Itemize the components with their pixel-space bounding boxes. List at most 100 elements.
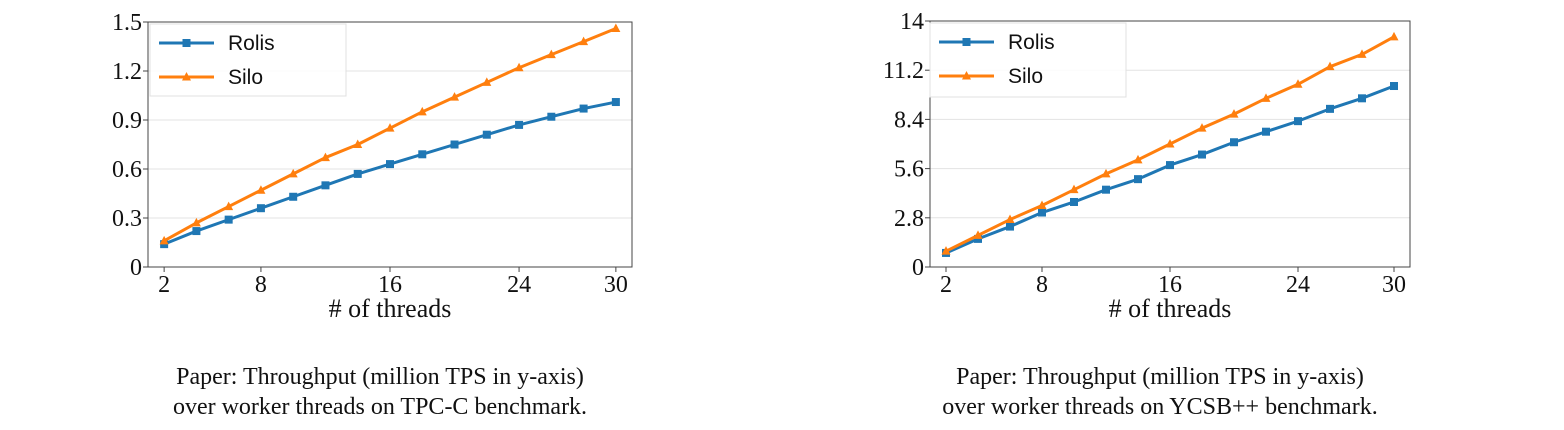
data-point <box>941 246 951 255</box>
data-point <box>1389 31 1399 41</box>
y-tick-label: 0 <box>912 255 924 281</box>
x-tick-label: 2 <box>158 272 170 298</box>
data-point <box>224 215 233 224</box>
data-point <box>579 104 588 113</box>
data-point <box>1037 200 1047 209</box>
data-point <box>450 140 459 149</box>
data-point <box>1229 109 1239 118</box>
y-tick-label: 1.2 <box>112 59 142 85</box>
data-point <box>192 227 201 236</box>
data-point <box>579 36 589 46</box>
throughput-chart-ycsb: 0 2.8 5.6 8.4 11.2 14 2 8 16 24 30 # of threads Roli… <box>883 9 1411 323</box>
data-point <box>611 23 621 33</box>
data-point <box>547 112 556 121</box>
data-point <box>1326 104 1334 113</box>
data-point <box>1070 197 1078 206</box>
x-tick-label: 30 <box>1382 272 1406 298</box>
legend-label: Silo <box>228 66 263 89</box>
y-tick-label: 0.9 <box>112 108 142 134</box>
legend: Rolis Silo <box>149 23 347 97</box>
data-point <box>515 120 524 129</box>
data-point <box>1357 49 1367 58</box>
data-point <box>450 92 460 101</box>
data-point <box>482 130 491 139</box>
legend-label: Silo <box>1008 65 1043 88</box>
legend-item-silo: Silo <box>939 65 1043 88</box>
series-silo <box>941 31 1399 255</box>
data-point <box>1325 61 1335 71</box>
data-point <box>1230 138 1238 147</box>
data-point <box>256 204 265 213</box>
data-point <box>418 150 427 159</box>
caption-line-1: Paper: Throughput (million TPS in y-axis… <box>176 364 584 390</box>
data-point <box>514 62 524 72</box>
data-point <box>1006 222 1014 231</box>
data-point <box>320 152 330 162</box>
legend-label: Rolis <box>228 32 275 55</box>
data-point <box>1262 127 1270 136</box>
legend-marker <box>182 72 191 81</box>
x-tick-label: 8 <box>1036 272 1048 298</box>
legend-marker <box>962 38 971 46</box>
data-point <box>1261 93 1271 102</box>
legend-item-silo: Silo <box>159 66 263 89</box>
series-rolis <box>160 98 620 249</box>
x-axis-label: # of threads <box>329 294 452 323</box>
x-tick-label: 8 <box>255 272 267 298</box>
caption-line-1: Paper: Throughput (million TPS in y-axis… <box>956 364 1364 390</box>
data-point <box>611 98 620 107</box>
data-point <box>1165 139 1175 148</box>
data-point <box>353 169 362 178</box>
chart-caption-tpcc: Paper: Throughput (million TPS in y-axis… <box>60 362 700 422</box>
data-point <box>224 201 234 211</box>
x-tick-label: 30 <box>604 272 628 298</box>
data-point <box>1038 208 1046 217</box>
x-axis-label: # of threads <box>1109 294 1232 323</box>
data-point <box>546 49 556 59</box>
x-tick-label: 16 <box>1158 272 1182 298</box>
data-point <box>1069 184 1079 194</box>
data-point <box>385 123 395 132</box>
data-point <box>1133 154 1143 164</box>
data-point <box>1102 185 1110 194</box>
data-point <box>1005 214 1015 224</box>
x-tick-label: 16 <box>378 272 402 298</box>
data-point <box>1197 123 1207 132</box>
data-point <box>1390 82 1398 91</box>
y-tick-label: 0.6 <box>112 157 142 183</box>
caption-line-2: over worker threads on YCSB++ benchmark. <box>942 394 1378 420</box>
chart-panel-ycsb: 0 2.8 5.6 8.4 11.2 14 2 8 16 24 30 # of threads Roli… <box>780 0 1564 430</box>
legend-label: Rolis <box>1008 31 1055 54</box>
y-tick-label: 2.8 <box>894 206 924 232</box>
y-tick-label: 1.5 <box>112 10 142 36</box>
data-point <box>1166 161 1174 170</box>
legend-marker <box>962 71 971 80</box>
data-point <box>482 77 492 86</box>
y-tick-label: 8.4 <box>894 107 924 133</box>
legend-box <box>929 22 1127 98</box>
data-point <box>974 234 982 243</box>
data-point <box>386 160 394 169</box>
data-point <box>1134 175 1142 184</box>
data-point <box>417 106 427 116</box>
series-silo <box>159 23 621 245</box>
y-tick-label: 5.6 <box>894 157 924 183</box>
series-rolis <box>942 82 1398 257</box>
chart-panel-tpcc: 0 0.3 0.6 0.9 1.2 1.5 2 8 16 24 30 # of threads Roli… <box>0 0 780 430</box>
data-point <box>159 235 169 245</box>
x-tick-label: 24 <box>507 272 531 298</box>
y-tick-label: 11.2 <box>883 58 924 84</box>
legend-marker <box>182 39 191 47</box>
data-point <box>353 139 363 148</box>
data-point <box>1198 150 1206 159</box>
x-tick-label: 2 <box>940 272 952 298</box>
chart-caption-ycsb: Paper: Throughput (million TPS in y-axis… <box>840 362 1480 422</box>
data-point <box>973 230 983 239</box>
x-tick-label: 24 <box>1286 272 1310 298</box>
data-point <box>191 217 201 227</box>
y-tick-label: 14 <box>900 9 924 35</box>
data-point <box>1358 94 1366 103</box>
caption-line-2: over worker threads on TPC-C benchmark. <box>172 394 588 420</box>
data-point <box>256 185 266 194</box>
data-point <box>288 168 298 178</box>
